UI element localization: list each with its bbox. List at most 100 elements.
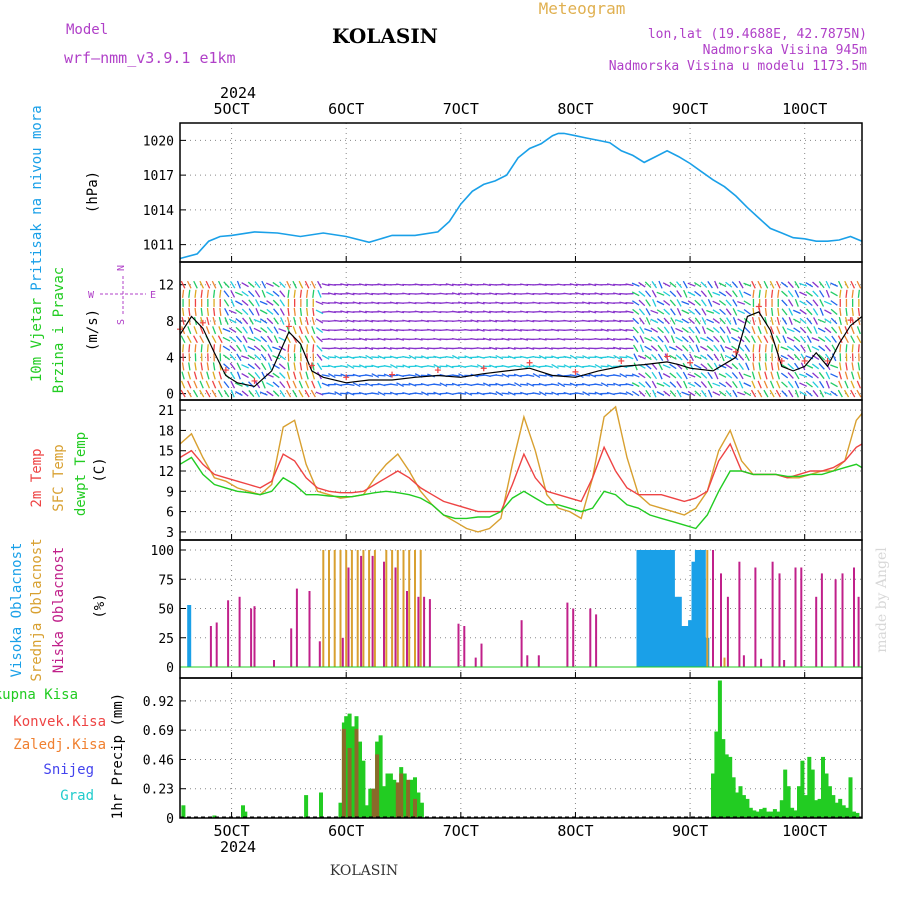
panel-1-grid: 0 4 8 12 [158,262,862,403]
total-precip-bar [416,792,421,818]
mid-cloud-bar [723,657,726,667]
wind-barb [181,316,185,326]
y-tick-label: 0 [166,812,174,827]
wind-barb [259,318,268,324]
low-cloud-bar [526,655,529,667]
total-precip-bar [848,777,853,818]
total-precip-bar [852,811,856,818]
wind-barb [272,346,281,351]
wind-barb [806,317,813,325]
total-precip-bar [752,810,757,818]
wind-barb [538,391,547,397]
low-cloud-bar [457,623,460,667]
high-cloud-bar [646,550,651,667]
mid-cloud-bar [373,550,376,667]
low-cloud-bar [566,602,569,667]
wind-barb [588,283,597,287]
wind-barb [211,389,217,398]
wind-barb [321,374,330,377]
wind-barb [700,345,708,351]
wind-barb [236,353,242,362]
wind-barb [292,326,297,335]
wind-barb [632,390,640,397]
wind-barb [681,309,690,315]
wind-barb [757,280,763,289]
wind-barb [482,283,491,287]
wind-barb [532,392,541,395]
wind-barb [253,327,262,333]
gust-marker [824,357,831,364]
wind-barb [631,300,640,306]
wind-barb [644,281,652,288]
wind-barb [632,308,640,315]
high-cloud-bar [681,626,686,667]
wind-barb [844,326,849,335]
wind-barb [613,374,622,377]
wind-barb [657,353,664,361]
wind-barb [293,316,297,326]
wind-barb [594,292,603,296]
wind-barb [776,371,781,380]
wind-barb [241,372,249,379]
high-cloud-bar [698,550,703,667]
wind-barb [613,354,621,360]
wind-barb [224,308,229,316]
wind-barb [744,335,751,343]
total-precip-bar [814,800,819,818]
wind-barb [776,316,780,326]
bottom-tick-label: 9OCT [672,822,708,840]
low-cloud-bar [794,567,797,667]
mid-cloud-bar [414,550,416,667]
wind-barb [770,316,774,326]
wind-barb [633,353,639,362]
wind-barb [321,354,330,360]
wind-barb [856,389,862,398]
wind-barb [305,316,309,326]
wind-barb [346,292,355,296]
wind-barb [837,280,843,289]
wind-barb [744,326,751,334]
compass-w: W [88,290,95,301]
wind-barb [389,301,398,305]
wind-barb [831,335,837,343]
wind-barb [192,389,199,398]
y-tick-label: 1017 [143,169,174,184]
bottom-tick-label: 7OCT [443,822,479,840]
wind-barb [676,380,682,389]
wind-barb [340,283,349,287]
wind-barb [248,290,255,298]
wind-barb [365,354,373,360]
wind-barb [287,362,290,371]
wind-barb [458,301,467,305]
wind-barb [758,344,761,353]
wind-barb [682,280,688,289]
wind-barb [694,381,702,388]
wind-barb [732,389,738,398]
wind-barb [732,299,738,307]
wind-barb [695,344,700,353]
total-precip-bar [181,805,186,818]
wind-barb [750,389,757,398]
wind-barb [569,283,578,287]
wind-barb [292,280,298,289]
wind-barb [365,346,374,350]
wind-barb [327,356,336,359]
wind-barb [588,373,597,378]
wind-barb [414,356,423,359]
wind-barb [606,283,615,287]
total-precip-bar [344,716,349,818]
wind-barb [272,381,280,388]
wind-barb [650,309,659,314]
wind-barb [857,362,861,371]
total-precip-bar [721,739,726,818]
wind-barb [464,283,473,287]
wind-barb [781,290,788,297]
wind-barb [726,326,732,334]
wind-barb [371,373,380,378]
wind-barb [662,282,671,288]
wind-barb [752,344,755,353]
wind-barb [249,326,254,335]
total-precip-bar [243,811,248,818]
wind-barb [844,380,849,389]
